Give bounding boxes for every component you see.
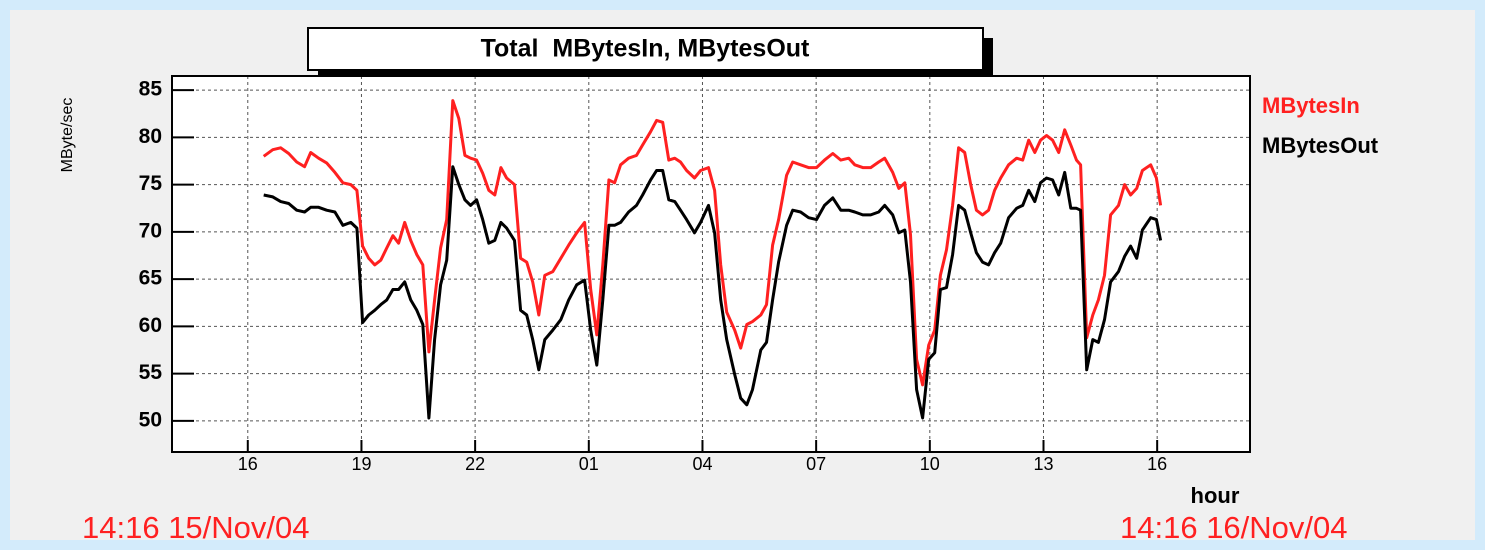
x-tick-label: 22 <box>465 454 485 474</box>
end-date: 14:16 16/Nov/04 <box>1120 510 1348 545</box>
y-tick-label: 55 <box>139 361 163 384</box>
x-tick-label: 19 <box>351 454 371 474</box>
plot-frame <box>172 76 1250 452</box>
legend-label: MBytesIn <box>1262 93 1360 118</box>
start-date: 14:16 15/Nov/04 <box>82 510 310 545</box>
x-tick-label: 16 <box>1147 454 1167 474</box>
x-tick-label: 10 <box>920 454 940 474</box>
title-box <box>307 27 984 71</box>
legend-label: MBytesOut <box>1262 133 1379 158</box>
x-tick-label: 04 <box>692 454 712 474</box>
x-tick-label: 16 <box>238 454 258 474</box>
y-tick-label: 65 <box>139 267 163 290</box>
series-line <box>262 99 1163 387</box>
y-axis-label: MByte/sec <box>59 98 76 173</box>
y-tick-label: 60 <box>139 314 162 337</box>
x-tick-label: 01 <box>579 454 599 474</box>
y-tick-label: 75 <box>139 172 163 195</box>
x-tick-label: 13 <box>1033 454 1053 474</box>
y-tick-label: 70 <box>139 219 162 242</box>
x-tick-label: 07 <box>806 454 826 474</box>
y-tick-label: 50 <box>139 408 162 431</box>
x-axis-label: hour <box>1191 483 1240 508</box>
series-line <box>263 165 1163 420</box>
chart-title: Total MBytesIn, MBytesOut <box>481 35 810 63</box>
plot-border <box>171 75 1251 453</box>
y-tick-label: 80 <box>139 125 162 148</box>
y-tick-label: 85 <box>139 78 163 101</box>
